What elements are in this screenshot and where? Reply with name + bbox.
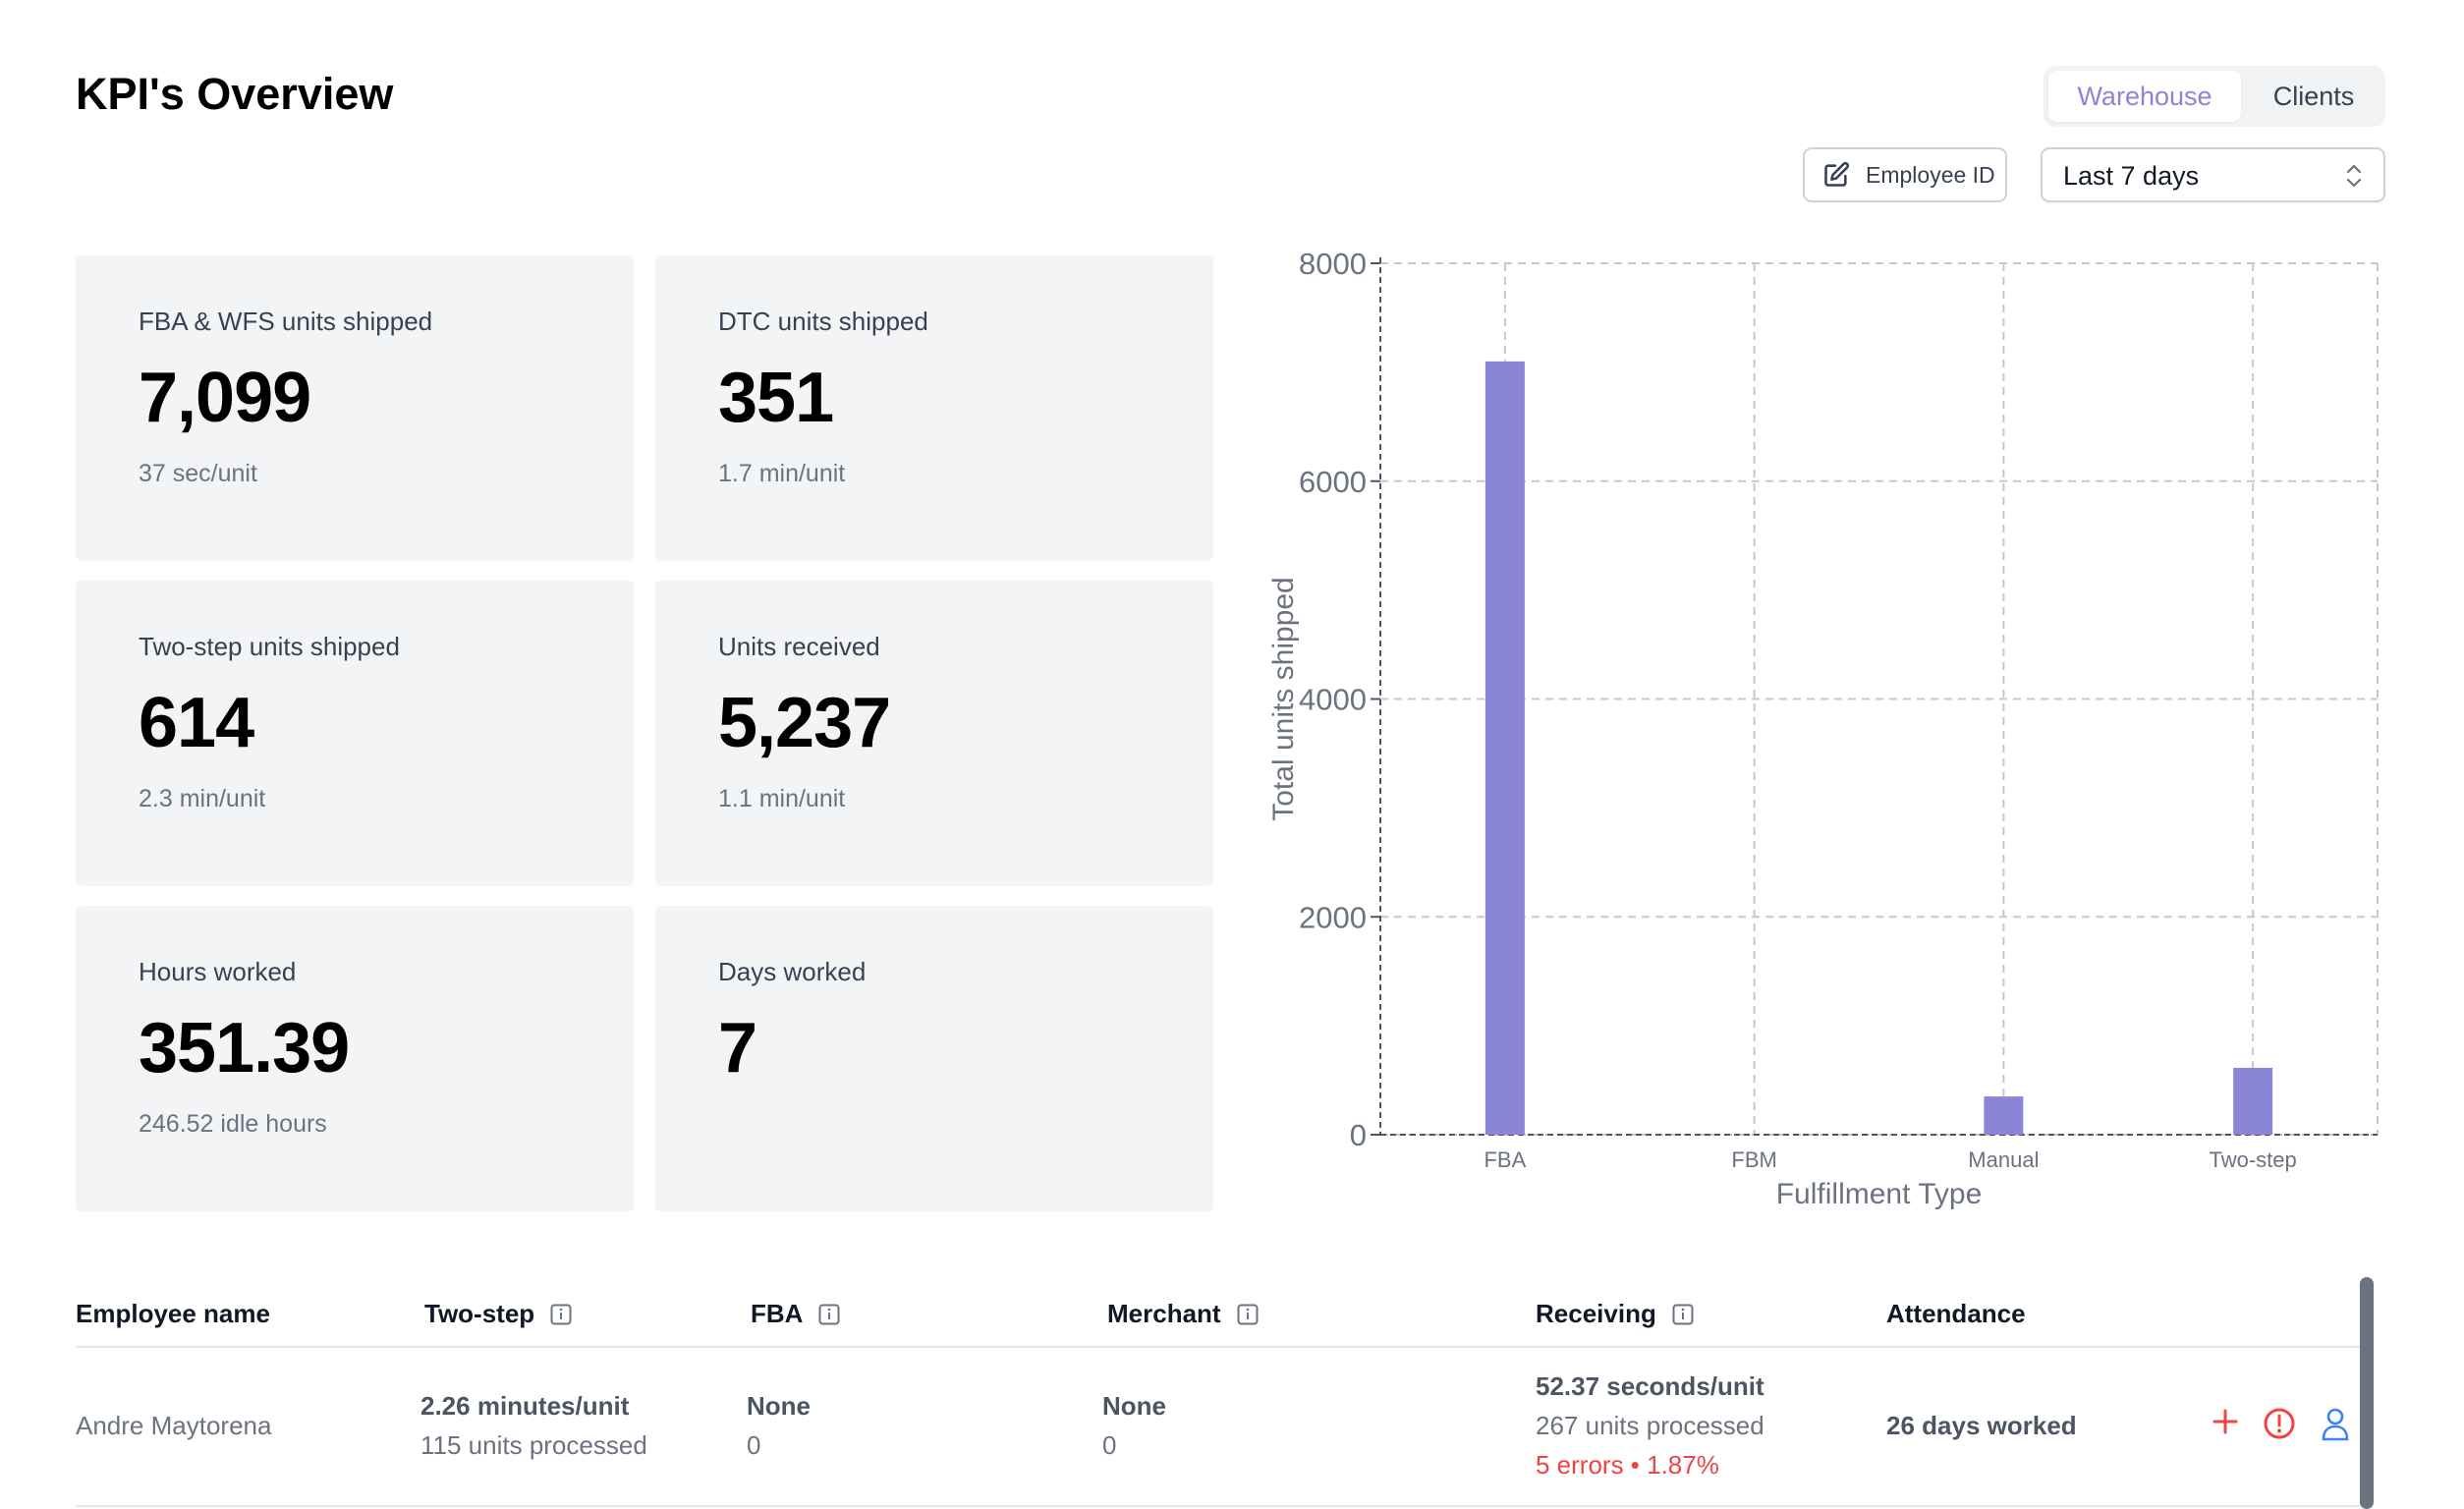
merchant-units: 0 [1102, 1430, 1117, 1460]
kpi-card-hours-worked: Hours worked 351.39 246.52 idle hours [76, 906, 634, 1211]
plus-icon[interactable] [2211, 1407, 2240, 1436]
edit-icon [1824, 161, 1850, 187]
column-header-attendance[interactable]: Attendance [1886, 1299, 2026, 1328]
employee-table: Employee name Two-step FBA Merchant Rece… [76, 1277, 2365, 1509]
receiving-errors: 5 errors • 1.87% [1536, 1450, 1719, 1480]
y-tick-label: 4000 [1299, 683, 1367, 717]
two-step-rate: 2.26 minutes/unit [420, 1391, 630, 1421]
kpi-label: DTC units shipped [718, 307, 928, 336]
fba-rate: None [747, 1391, 811, 1421]
kpi-subtext: 246.52 idle hours [139, 1110, 327, 1138]
y-tick-label: 0 [1350, 1118, 1367, 1152]
employee-name[interactable]: Andre Maytorena [76, 1411, 272, 1440]
column-header-receiving[interactable]: Receiving [1536, 1299, 1694, 1329]
info-icon[interactable] [818, 1304, 840, 1325]
column-header-two-step[interactable]: Two-step [424, 1299, 572, 1329]
kpi-subtext: 2.3 min/unit [139, 785, 266, 812]
kpi-subtext: 1.7 min/unit [718, 460, 846, 487]
kpi-value: 5,237 [718, 684, 891, 762]
kpi-label: Two-step units shipped [139, 632, 400, 661]
info-icon[interactable] [1237, 1304, 1259, 1325]
merchant-rate: None [1102, 1391, 1166, 1421]
kpi-value: 7,099 [139, 359, 311, 437]
segment-clients[interactable]: Clients [2272, 82, 2355, 111]
chevron-up-down-icon [2346, 164, 2362, 188]
kpi-card-days-worked: Days worked 7 [655, 906, 1213, 1211]
y-tick-label: 8000 [1299, 247, 1367, 281]
kpi-subtext: 37 sec/unit [139, 460, 257, 487]
kpi-card-fba-wfs: FBA & WFS units shipped 7,099 37 sec/uni… [76, 255, 634, 561]
receiving-rate: 52.37 seconds/unit [1536, 1371, 1764, 1401]
employee-id-button[interactable]: Employee ID [1803, 147, 2007, 202]
kpi-label: Hours worked [139, 957, 297, 986]
kpi-subtext: 1.1 min/unit [718, 785, 846, 812]
y-tick-label: 2000 [1299, 900, 1367, 934]
kpi-value: 7 [718, 1009, 757, 1088]
kpi-label: FBA & WFS units shipped [139, 307, 433, 336]
date-range-select[interactable]: Last 7 days [2041, 147, 2385, 202]
bar-fba [1484, 361, 1525, 1135]
y-axis-title: Total units shipped [1267, 577, 1300, 821]
x-tick-label: FBA [1484, 1147, 1526, 1172]
info-icon[interactable] [1672, 1304, 1694, 1325]
kpi-value: 351.39 [139, 1009, 350, 1088]
fba-units: 0 [747, 1430, 761, 1460]
fulfillment-bar-chart: 0 2000 4000 6000 8000 FBA FBM Manual Two-step Ful… [1267, 247, 2379, 1210]
x-axis-title: Fulfillment Type [1776, 1178, 1983, 1210]
x-tick-label: Two-step [2209, 1147, 2296, 1172]
date-range-value: Last 7 days [2063, 161, 2200, 191]
kpi-value: 614 [139, 684, 254, 762]
column-header-fba[interactable]: FBA [751, 1299, 840, 1329]
user-icon[interactable] [2321, 1407, 2350, 1442]
x-tick-label: Manual [1968, 1147, 2039, 1172]
column-header-employee-name[interactable]: Employee name [76, 1299, 270, 1328]
kpi-value: 351 [718, 359, 834, 437]
receiving-units: 267 units processed [1536, 1411, 1764, 1440]
kpi-label: Days worked [718, 957, 867, 986]
page-title: KPI's Overview [76, 69, 394, 119]
two-step-units: 115 units processed [420, 1430, 647, 1460]
table-scrollbar[interactable] [2360, 1277, 2374, 1509]
alert-icon[interactable] [2263, 1407, 2296, 1440]
employee-id-label: Employee ID [1866, 161, 1995, 188]
bar-two-step [2233, 1067, 2273, 1135]
header-divider [76, 1346, 2365, 1348]
info-icon[interactable] [550, 1304, 572, 1325]
attendance-value: 26 days worked [1886, 1411, 2077, 1440]
kpi-label: Units received [718, 632, 880, 661]
view-segment-control: Warehouse Clients [2044, 66, 2385, 127]
row-divider [76, 1505, 2365, 1507]
bar-manual [1984, 1096, 2024, 1135]
kpi-card-two-step: Two-step units shipped 614 2.3 min/unit [76, 581, 634, 886]
column-header-merchant[interactable]: Merchant [1107, 1299, 1259, 1329]
x-tick-label: FBM [1731, 1147, 1776, 1172]
kpi-card-units-received: Units received 5,237 1.1 min/unit [655, 581, 1213, 886]
kpi-card-dtc: DTC units shipped 351 1.7 min/unit [655, 255, 1213, 561]
y-tick-label: 6000 [1299, 465, 1367, 499]
segment-warehouse[interactable]: Warehouse [2048, 71, 2241, 122]
